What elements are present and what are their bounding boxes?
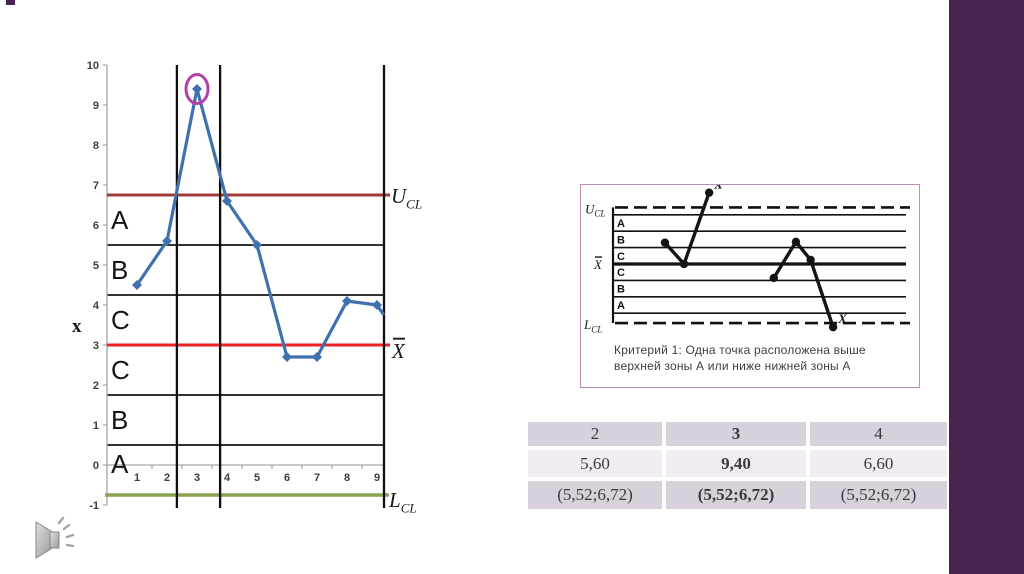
- inset-data-point: [769, 273, 778, 283]
- x-tick-label: 6: [284, 472, 290, 484]
- inset-data-point: [806, 255, 815, 265]
- data-point-marker: [162, 236, 172, 246]
- data-point-marker: [252, 240, 262, 250]
- values-table: 2 3 4 5,60 9,40 6,60 (5,52;6,72) (5,52;6,72) (5,…: [528, 422, 947, 509]
- speaker-glyph: [35, 516, 74, 559]
- data-point-marker: [132, 280, 142, 290]
- y-tick-label: 7: [93, 180, 99, 192]
- x-tick-label: 8: [344, 472, 350, 484]
- data-point-marker: [222, 196, 232, 206]
- inset-series-line: [772, 240, 835, 328]
- criterion-inset-chart: ABCCBAUCLXLCLXX: [583, 177, 910, 334]
- data-point-marker: [312, 352, 322, 362]
- zone-label: B: [111, 255, 128, 285]
- center-label: X: [391, 337, 406, 363]
- zone-label: B: [111, 405, 128, 435]
- inset-zone-label: A: [617, 300, 625, 312]
- corner-chip: [6, 0, 15, 5]
- zone-label: A: [111, 205, 129, 235]
- data-point-marker: [192, 84, 202, 94]
- svg-text:UCL: UCL: [585, 201, 605, 218]
- inset-outlier-label: X: [837, 311, 847, 326]
- table-cell: 9,40: [666, 450, 806, 477]
- y-tick-label: 3: [93, 340, 99, 352]
- inset-zone-label: B: [617, 284, 625, 296]
- inset-data-point: [828, 322, 838, 332]
- svg-text:UCL: UCL: [391, 184, 422, 211]
- zone-label: A: [111, 449, 129, 479]
- inset-zone-label: A: [617, 218, 625, 230]
- accent-bar: [949, 0, 1024, 574]
- svg-text:LCL: LCL: [388, 488, 417, 515]
- criterion-caption: Критерий 1: Одна точка расположена выше …: [614, 343, 866, 373]
- inset-ucl-label: UCL: [585, 201, 605, 218]
- inset-zone-label: C: [617, 267, 625, 279]
- inset-outlier-label: X: [713, 185, 723, 192]
- table-cell: (5,52;6,72): [666, 481, 806, 509]
- sound-waves-icon: [57, 516, 74, 548]
- table-header-cell: 4: [810, 422, 947, 446]
- outlier-highlight-ring: [184, 73, 210, 105]
- data-point-marker: [282, 352, 292, 362]
- y-tick-label: 4: [93, 300, 100, 312]
- inset-series-line: [663, 192, 711, 266]
- inset-lcl-label: LCL: [583, 317, 602, 334]
- x-tick-label: 9: [374, 472, 380, 484]
- table-cell: (5,52;6,72): [810, 481, 947, 509]
- data-point-marker: [372, 300, 382, 310]
- y-tick-label: 2: [93, 380, 99, 392]
- x-tick-label: 4: [224, 472, 231, 484]
- y-axis-title: x: [72, 316, 82, 337]
- series-line: [135, 87, 386, 359]
- y-tick-label: 5: [93, 260, 99, 272]
- lcl-label: LCL: [388, 488, 417, 515]
- svg-text:X: X: [593, 257, 603, 272]
- inset-zone-label: C: [617, 251, 625, 263]
- y-tick-label: 9: [93, 100, 99, 112]
- zone-label: C: [111, 305, 130, 335]
- svg-text:X: X: [391, 339, 406, 363]
- y-tick-label: 10: [87, 60, 99, 72]
- criterion-inset: ABCCBAUCLXLCLXX Критерий 1: Одна точка р…: [580, 177, 920, 388]
- inset-data-point: [791, 237, 801, 247]
- ucl-label: UCL: [391, 184, 422, 211]
- x-tick-label: 5: [254, 472, 260, 484]
- data-point-marker: [342, 296, 352, 306]
- y-tick-label: 6: [93, 220, 99, 232]
- table-header-cell: 2: [528, 422, 662, 446]
- svg-text:LCL: LCL: [583, 317, 602, 334]
- x-tick-label: 7: [314, 472, 320, 484]
- y-tick-label: 8: [93, 140, 99, 152]
- table-header-cell: 3: [666, 422, 806, 446]
- table-cell: 6,60: [810, 450, 947, 477]
- x-tick-label: 1: [134, 472, 140, 484]
- zone-label: C: [111, 355, 130, 385]
- x-tick-label: 3: [194, 472, 200, 484]
- inset-zone-label: B: [617, 234, 625, 246]
- x-tick-label: 2: [164, 472, 170, 484]
- inset-data-point: [660, 238, 670, 247]
- speaker-icon[interactable]: [22, 512, 74, 566]
- table-cell: 5,60: [528, 450, 662, 477]
- y-tick-label: 1: [93, 420, 99, 432]
- y-tick-label: -1: [89, 500, 99, 512]
- table-cell: (5,52;6,72): [528, 481, 662, 509]
- inset-data-point: [679, 259, 689, 269]
- inset-center-label: X: [593, 256, 603, 272]
- inset-data-point: [704, 188, 714, 197]
- y-tick-label: 0: [93, 460, 99, 472]
